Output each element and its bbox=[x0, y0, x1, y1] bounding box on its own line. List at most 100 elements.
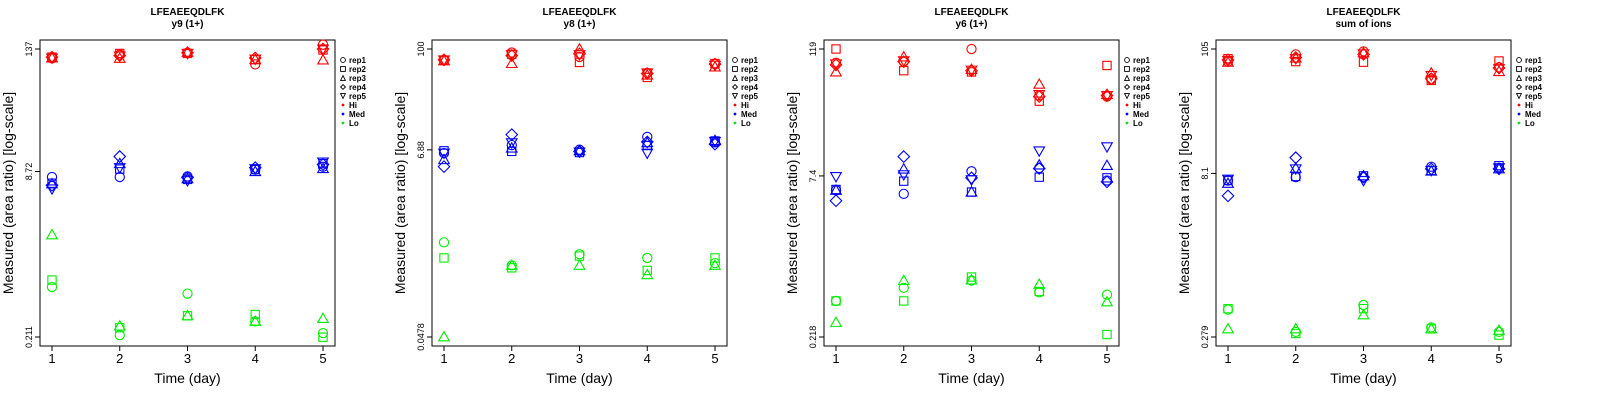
data-point bbox=[831, 296, 841, 306]
legend-label: Med bbox=[741, 110, 757, 119]
legend-label: Lo bbox=[349, 119, 359, 128]
legend-marker bbox=[1124, 57, 1130, 63]
data-point bbox=[899, 296, 909, 306]
data-point bbox=[641, 148, 654, 160]
legend-label: rep3 bbox=[741, 74, 758, 83]
x-tick-label: 5 bbox=[1103, 351, 1110, 366]
data-point bbox=[641, 68, 654, 80]
y-tick-label: 6.88 bbox=[416, 141, 426, 159]
chart-subtitle: y9 (1+) bbox=[172, 19, 204, 30]
legend-item-lo: Lo bbox=[1125, 119, 1143, 128]
plot-frame bbox=[823, 39, 1120, 347]
data-point bbox=[45, 178, 59, 192]
legend-item-hi: Hi bbox=[733, 101, 749, 110]
x-tick-label: 3 bbox=[184, 351, 191, 366]
data-point bbox=[897, 274, 910, 286]
data-point bbox=[439, 253, 449, 263]
series-hi-rep3 bbox=[1221, 46, 1506, 78]
x-tick-label: 2 bbox=[1292, 351, 1299, 366]
legend-item-med: Med bbox=[1517, 110, 1541, 119]
data-point bbox=[708, 60, 722, 72]
legend-marker bbox=[1517, 103, 1521, 107]
legend-item-rep3: rep3 bbox=[731, 74, 758, 83]
data-point bbox=[899, 176, 909, 186]
series-hi-rep1 bbox=[1222, 46, 1505, 85]
data-point bbox=[1492, 163, 1506, 175]
legend-marker bbox=[731, 83, 739, 91]
series-lo-rep2 bbox=[47, 275, 328, 342]
data-point bbox=[1425, 66, 1438, 78]
legend-label: Hi bbox=[349, 101, 357, 110]
legend-item-rep5: rep5 bbox=[1123, 92, 1150, 101]
x-tick-label: 5 bbox=[711, 351, 718, 366]
data-point bbox=[1357, 46, 1370, 58]
legend-marker bbox=[339, 74, 347, 81]
data-point bbox=[965, 175, 978, 187]
data-point bbox=[181, 309, 194, 321]
chart-title: LFEAEEQDLFK bbox=[1327, 7, 1402, 18]
data-point bbox=[1291, 328, 1301, 339]
data-point bbox=[898, 282, 909, 293]
x-tick-label: 2 bbox=[508, 351, 515, 366]
x-tick-label: 1 bbox=[1224, 351, 1231, 366]
x-tick-label: 1 bbox=[832, 351, 839, 366]
data-point bbox=[965, 63, 978, 75]
legend-marker bbox=[1123, 93, 1131, 100]
data-point bbox=[965, 65, 978, 77]
legend-label: Lo bbox=[1133, 119, 1143, 128]
y-axis-title: Measured (area ratio) [log-scale] bbox=[392, 92, 408, 294]
data-point bbox=[113, 150, 127, 164]
y-tick-label: 105 bbox=[1200, 41, 1210, 56]
legend-marker bbox=[1517, 112, 1521, 116]
legend-label: Med bbox=[1525, 110, 1541, 119]
legend-item-rep3: rep3 bbox=[339, 74, 366, 83]
legend-label: Hi bbox=[1525, 101, 1533, 110]
data-point bbox=[113, 319, 126, 331]
legend-marker bbox=[341, 103, 345, 107]
data-point bbox=[1033, 146, 1046, 158]
legend-label: rep2 bbox=[741, 65, 758, 74]
data-point bbox=[574, 57, 585, 68]
x-tick-label: 1 bbox=[48, 351, 55, 366]
data-point bbox=[316, 312, 330, 323]
legend-item-rep1: rep1 bbox=[732, 56, 758, 65]
data-point bbox=[182, 288, 193, 299]
data-point bbox=[316, 157, 330, 172]
legend-marker bbox=[1123, 83, 1131, 91]
data-point bbox=[966, 166, 977, 177]
legend-marker bbox=[341, 121, 345, 125]
series-hi-rep5 bbox=[437, 50, 722, 80]
series-med-rep5 bbox=[437, 136, 722, 160]
data-point bbox=[829, 59, 843, 71]
data-point bbox=[1100, 142, 1114, 154]
legend-label: rep3 bbox=[1525, 74, 1542, 83]
x-axis-title: Time (day) bbox=[154, 370, 220, 386]
x-tick-label: 4 bbox=[1428, 351, 1435, 366]
data-point bbox=[710, 136, 720, 146]
chart-subtitle: y8 (1+) bbox=[564, 19, 596, 30]
x-tick-label: 4 bbox=[1036, 351, 1043, 366]
data-point bbox=[181, 45, 194, 57]
data-point bbox=[1034, 286, 1044, 297]
data-point bbox=[1102, 173, 1112, 183]
data-point bbox=[250, 59, 261, 70]
y-tick-label: 8.1 bbox=[1200, 167, 1210, 180]
chart-title: LFEAEEQDLFK bbox=[935, 7, 1010, 18]
legend-marker bbox=[731, 93, 739, 100]
y-tick-label: 0.218 bbox=[808, 326, 818, 349]
legend-marker bbox=[732, 66, 738, 72]
legend-item-hi: Hi bbox=[341, 101, 357, 110]
legend-marker bbox=[1515, 93, 1523, 100]
data-point bbox=[640, 135, 654, 149]
data-point bbox=[966, 43, 977, 55]
data-point bbox=[573, 147, 586, 159]
series-hi-rep2 bbox=[439, 49, 720, 83]
data-point bbox=[1289, 164, 1302, 176]
y-tick-label: 100 bbox=[416, 41, 426, 56]
data-point bbox=[505, 141, 518, 153]
legend-marker bbox=[1124, 66, 1130, 72]
data-point bbox=[1492, 64, 1506, 76]
legend-marker bbox=[1125, 121, 1129, 125]
data-point bbox=[249, 314, 262, 326]
